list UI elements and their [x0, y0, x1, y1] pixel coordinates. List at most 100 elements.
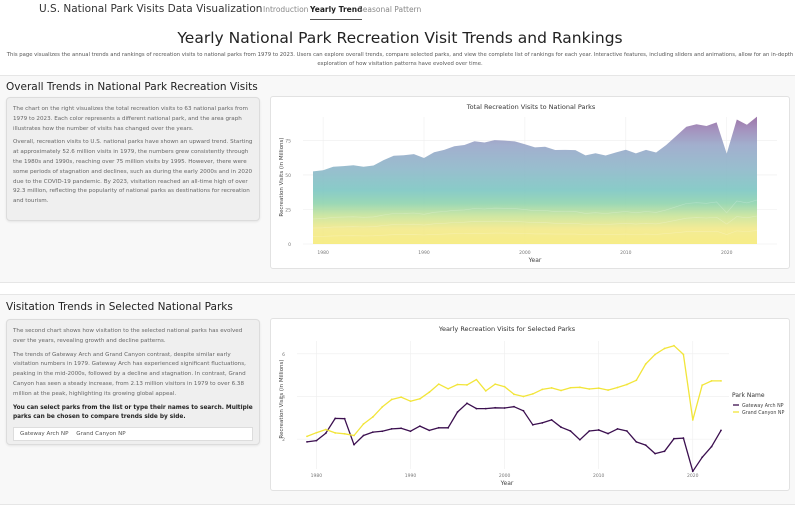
- overall-paragraph-1: The chart on the right visualizes the to…: [13, 106, 248, 132]
- line-chart[interactable]: 2 4 6 1980 1990 2000 2010 2020 Yearly Recreatio…: [271, 319, 791, 492]
- point-grand-canyon-np: [437, 383, 440, 385]
- point-gateway-arch-np: [334, 417, 337, 420]
- point-gateway-arch-np: [588, 430, 591, 432]
- line-chart-title: Yearly Recreation Visits for Selected Pa…: [438, 325, 576, 333]
- point-gateway-arch-np: [569, 430, 572, 432]
- selected-description-panel: The second chart shows how visitation to…: [6, 319, 260, 445]
- point-gateway-arch-np: [324, 432, 327, 435]
- area-band-edge: [312, 230, 758, 237]
- y-tick-label: 25: [285, 207, 291, 213]
- tab-seasonal-pattern[interactable]: Seasonal Pattern: [358, 5, 422, 14]
- point-gateway-arch-np: [691, 470, 694, 473]
- point-gateway-arch-np: [550, 419, 553, 421]
- point-gateway-arch-np: [597, 429, 600, 431]
- line-axes: 2 4 6 1980 1990 2000 2010 2020: [282, 352, 699, 479]
- point-grand-canyon-np: [560, 389, 562, 392]
- point-gateway-arch-np: [710, 445, 713, 448]
- point-gateway-arch-np: [409, 430, 412, 433]
- point-gateway-arch-np: [381, 430, 384, 433]
- point-gateway-arch-np: [673, 437, 675, 440]
- area-axes: 0 25 50 75 1980 1990 2000 2010 2020: [285, 138, 732, 256]
- point-grand-canyon-np: [607, 389, 609, 391]
- point-grand-canyon-np: [343, 432, 346, 435]
- brand-title[interactable]: U.S. National Park Visits Data Visualiza…: [39, 3, 263, 15]
- selected-paragraph-2: The trends of Gateway Arch and Grand Can…: [13, 351, 246, 397]
- point-grand-canyon-np: [503, 385, 506, 388]
- point-gateway-arch-np: [466, 402, 468, 405]
- point-grand-canyon-np: [531, 393, 534, 395]
- x-tick-label: 2020: [721, 250, 733, 256]
- point-grand-canyon-np: [447, 387, 450, 390]
- line-gateway-arch-np: [306, 402, 722, 472]
- point-gateway-arch-np: [353, 443, 355, 446]
- selected-paragraph-1: The second chart shows how visitation to…: [13, 328, 243, 344]
- area-chart[interactable]: 0 25 50 75 1980 1990 2000 2010 2020 Total Recrea…: [271, 97, 791, 270]
- tab-introduction[interactable]: Introduction: [263, 5, 309, 14]
- point-gateway-arch-np: [447, 426, 450, 429]
- point-grand-canyon-np: [691, 419, 694, 421]
- x-tick-label: 2000: [519, 250, 531, 256]
- point-grand-canyon-np: [400, 396, 402, 399]
- area-x-label: Year: [528, 257, 542, 264]
- point-grand-canyon-np: [654, 353, 657, 356]
- y-tick-label: 0: [288, 242, 291, 248]
- overall-trends-section: Overall Trends in National Park Recreati…: [0, 75, 795, 283]
- point-grand-canyon-np: [353, 434, 355, 437]
- point-gateway-arch-np: [503, 407, 506, 409]
- point-grand-canyon-np: [720, 379, 722, 382]
- point-grand-canyon-np: [701, 384, 704, 387]
- park-select-input[interactable]: Gateway Arch NP Grand Canyon NP: [13, 427, 253, 442]
- point-grand-canyon-np: [597, 387, 600, 390]
- overall-description-panel: The chart on the right visualizes the to…: [6, 97, 260, 221]
- area-band-edge: [312, 199, 758, 220]
- section-title-selected: Visitation Trends in Selected National P…: [6, 301, 233, 313]
- area-chart-card: 0 25 50 75 1980 1990 2000 2010 2020 Total Recrea…: [270, 96, 790, 269]
- point-grand-canyon-np: [663, 347, 666, 350]
- point-gateway-arch-np: [343, 417, 346, 420]
- page-description: This page visualizes the annual trends a…: [6, 52, 794, 67]
- legend-label: Gateway Arch NP: [742, 403, 784, 409]
- selected-park-tag[interactable]: Gateway Arch NP: [20, 431, 69, 438]
- point-gateway-arch-np: [626, 430, 628, 432]
- selected-parks-section: Visitation Trends in Selected National P…: [0, 294, 795, 505]
- x-tick-label: 1990: [405, 473, 417, 479]
- legend-title: Park Name: [732, 392, 765, 399]
- area-total-visits: [313, 116, 757, 244]
- point-gateway-arch-np: [635, 441, 638, 443]
- overall-paragraph-2: Overall, recreation visits to U.S. natio…: [13, 139, 253, 205]
- point-gateway-arch-np: [494, 406, 497, 409]
- point-grand-canyon-np: [484, 390, 487, 392]
- line-grand-canyon-np: [306, 345, 721, 438]
- x-tick-label: 1980: [311, 473, 323, 479]
- point-gateway-arch-np: [701, 456, 704, 459]
- point-grand-canyon-np: [428, 391, 431, 394]
- point-grand-canyon-np: [456, 383, 459, 386]
- point-gateway-arch-np: [315, 439, 318, 442]
- point-gateway-arch-np: [419, 425, 421, 428]
- point-grand-canyon-np: [324, 428, 327, 431]
- point-grand-canyon-np: [644, 363, 647, 365]
- point-grand-canyon-np: [682, 353, 685, 356]
- point-grand-canyon-np: [578, 386, 581, 389]
- line-y-label: Recreation Visits (in Millions): [279, 359, 285, 438]
- point-gateway-arch-np: [616, 427, 619, 430]
- selected-park-tag[interactable]: Grand Canyon NP: [76, 431, 126, 438]
- point-grand-canyon-np: [541, 388, 544, 391]
- line-marks: [306, 344, 722, 473]
- area-y-label: Recreation Visits (in Millions): [279, 137, 285, 216]
- page-title: Yearly National Park Recreation Visit Tr…: [177, 29, 623, 47]
- point-grand-canyon-np: [466, 384, 468, 386]
- selection-instruction: You can select parks from the list or ty…: [13, 404, 253, 421]
- point-gateway-arch-np: [541, 422, 544, 424]
- point-gateway-arch-np: [522, 409, 525, 412]
- point-gateway-arch-np: [400, 427, 402, 430]
- point-grand-canyon-np: [588, 388, 591, 390]
- x-tick-label: 1980: [317, 250, 329, 256]
- x-tick-label: 2000: [499, 473, 511, 479]
- x-tick-label: 2020: [687, 473, 699, 479]
- tab-yearly-trend[interactable]: Yearly Trend: [310, 5, 363, 20]
- point-gateway-arch-np: [484, 407, 487, 410]
- line-chart-card: 2 4 6 1980 1990 2000 2010 2020 Yearly Recreatio…: [270, 318, 790, 491]
- point-gateway-arch-np: [644, 444, 647, 447]
